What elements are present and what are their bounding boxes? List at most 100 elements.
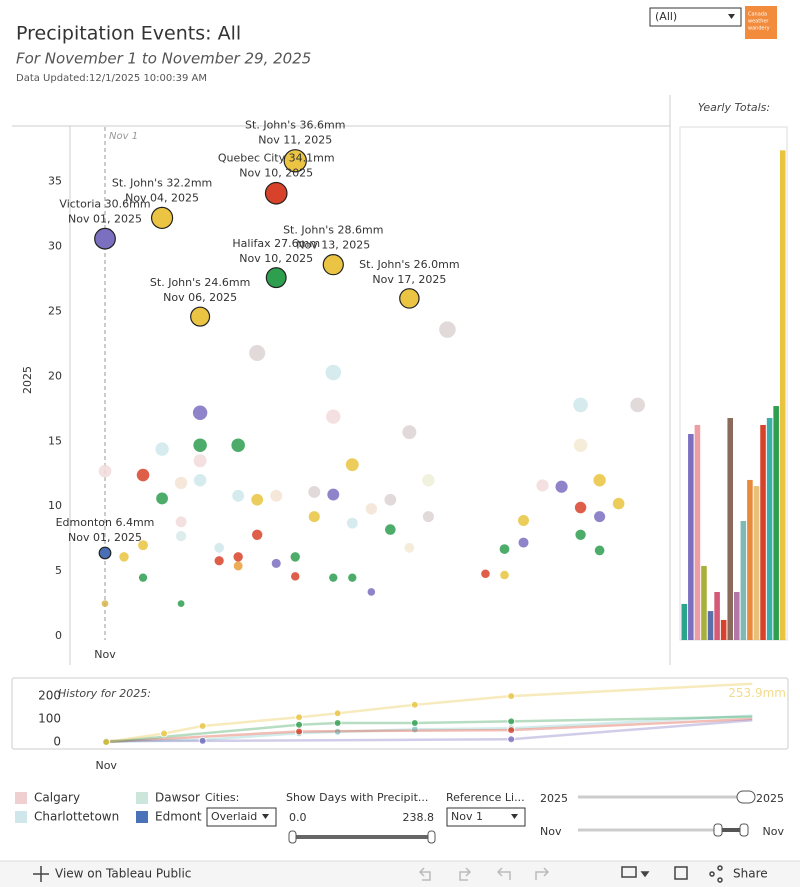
dropdown-arrow [262, 814, 269, 819]
point [518, 515, 529, 526]
point [175, 516, 187, 528]
bar [753, 486, 760, 640]
legend-label: Charlottetown [34, 810, 119, 824]
highlight-point [150, 206, 174, 230]
highlight-point [94, 227, 116, 250]
point [345, 458, 359, 472]
point [536, 479, 549, 492]
highlight-point [264, 181, 288, 205]
slider-handle[interactable] [739, 823, 749, 837]
point [385, 524, 396, 535]
y-tick-label: 200 [38, 689, 61, 703]
share-button[interactable]: Share [733, 867, 768, 881]
point-label: St. John's 28.6mm [283, 224, 383, 237]
point [593, 474, 606, 487]
point [367, 588, 376, 596]
toolbar-icons [418, 867, 550, 881]
history-line [106, 717, 753, 744]
point [500, 570, 509, 580]
reference-dropdown[interactable] [446, 807, 526, 827]
slider-handle[interactable] [713, 823, 723, 837]
y-tick-label: 10 [48, 499, 62, 512]
title: Precipitation Events: All [16, 23, 241, 45]
highlight-point [265, 267, 287, 289]
point [231, 438, 245, 452]
point [630, 397, 645, 413]
point [574, 501, 587, 514]
point [249, 344, 266, 361]
point [594, 511, 606, 523]
point-date: Nov 04, 2025 [125, 191, 199, 204]
point [270, 489, 283, 502]
point [177, 600, 185, 608]
legend-swatch [136, 792, 148, 804]
point [291, 572, 300, 581]
cities-dropdown[interactable] [206, 807, 277, 827]
point [290, 552, 300, 562]
reference-label: Reference Li... [446, 791, 525, 804]
days-min: 0.0 [289, 811, 307, 824]
point-label: St. John's 36.6mm [245, 119, 345, 132]
logo [745, 6, 777, 39]
month-from: Nov [540, 825, 562, 838]
history-line [106, 682, 753, 744]
point [308, 511, 320, 523]
point-label: Victoria 30.6mm [59, 197, 150, 210]
slider-handle[interactable] [288, 830, 297, 844]
days-label: Show Days with Precipit... [286, 791, 428, 804]
year-to: 2025 [756, 792, 784, 805]
slider-handle[interactable] [427, 830, 436, 844]
bar [707, 611, 714, 640]
bar [681, 603, 688, 640]
filter-dropdown[interactable] [649, 7, 742, 27]
highlight-point [399, 288, 420, 309]
history-dot [507, 726, 516, 735]
y-tick-label: 0 [55, 629, 62, 642]
year-from: 2025 [540, 792, 568, 805]
point [439, 321, 456, 338]
bar [747, 479, 753, 640]
bar [727, 418, 733, 640]
y-tick-label: 30 [48, 239, 62, 252]
highlight-point [190, 306, 211, 327]
updated: Data Updated:12/1/2025 10:00:39 AM [16, 73, 207, 84]
highlight-point [98, 546, 112, 560]
point [329, 573, 338, 582]
point [422, 474, 435, 487]
highlight-point [283, 149, 307, 173]
history-line [106, 715, 753, 744]
point-label: Halifax 27.6mm [232, 237, 320, 250]
point-label: St. John's 26.0mm [359, 258, 459, 271]
point-date: Nov 11, 2025 [258, 134, 332, 147]
bar [779, 150, 786, 641]
history-dot [198, 736, 207, 745]
point [193, 454, 207, 468]
y-tick-label: 0 [53, 735, 61, 749]
history-dot [333, 727, 342, 736]
point [573, 438, 588, 452]
point [251, 493, 264, 506]
month-to: Nov [763, 825, 785, 838]
x-tick-label: Nov [95, 759, 117, 772]
point [402, 425, 417, 440]
slider-handle[interactable] [736, 790, 756, 804]
point [481, 569, 490, 579]
toolbar-icons[interactable] [621, 865, 723, 883]
point [594, 545, 605, 556]
point-date: Nov 17, 2025 [372, 273, 446, 286]
point [325, 364, 342, 381]
point [327, 488, 340, 501]
history-dot [198, 721, 207, 730]
point [499, 544, 510, 554]
y-tick-label: 15 [48, 434, 62, 447]
bar [688, 434, 694, 640]
view-link[interactable]: View on Tableau Public [55, 867, 191, 881]
bar [766, 418, 773, 640]
point [404, 542, 415, 553]
history-dot [295, 713, 304, 722]
point [214, 542, 225, 553]
history-dot [507, 735, 516, 744]
point [555, 480, 568, 493]
yearly-title: Yearly Totals: [698, 101, 770, 114]
